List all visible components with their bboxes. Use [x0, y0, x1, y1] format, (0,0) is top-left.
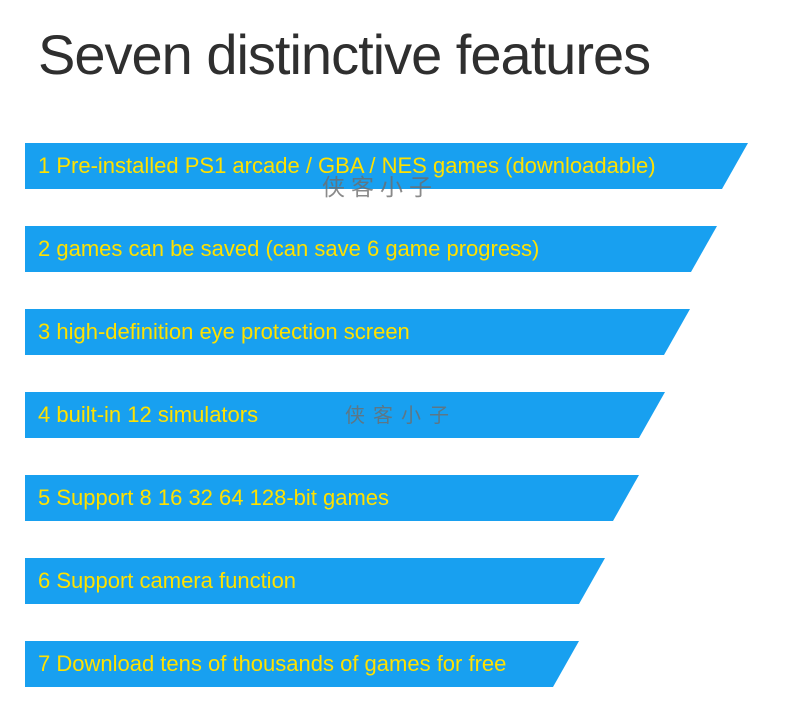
feature-banner: 5 Support 8 16 32 64 128-bit games	[25, 475, 639, 521]
feature-label: 1 Pre-installed PS1 arcade / GBA / NES g…	[38, 153, 656, 178]
feature-label: 7 Download tens of thousands of games fo…	[38, 651, 507, 676]
feature-label: 6 Support camera function	[38, 568, 297, 593]
feature-label: 2 games can be saved (can save 6 game pr…	[38, 236, 540, 261]
features-list: 1 Pre-installed PS1 arcade / GBA / NES g…	[25, 143, 748, 724]
feature-banner: 3 high-definition eye protection screen	[25, 309, 690, 355]
feature-banner: 4 built-in 12 simulators	[25, 392, 665, 438]
feature-label: 5 Support 8 16 32 64 128-bit games	[38, 485, 390, 510]
feature-banner: 1 Pre-installed PS1 arcade / GBA / NES g…	[25, 143, 748, 189]
feature-label: 4 built-in 12 simulators	[38, 402, 259, 427]
feature-banner: 7 Download tens of thousands of games fo…	[25, 641, 579, 687]
feature-banner: 6 Support camera function	[25, 558, 605, 604]
page-title: Seven distinctive features	[38, 23, 651, 86]
feature-banner: 2 games can be saved (can save 6 game pr…	[25, 226, 717, 272]
feature-label: 3 high-definition eye protection screen	[38, 319, 410, 344]
